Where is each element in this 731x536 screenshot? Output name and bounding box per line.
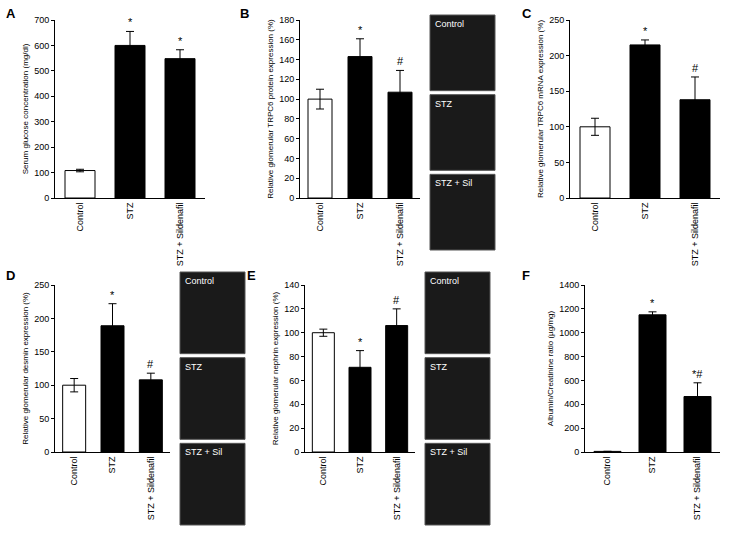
svg-text:200: 200 bbox=[34, 142, 49, 152]
svg-text:0: 0 bbox=[559, 193, 564, 203]
svg-text:200: 200 bbox=[564, 423, 579, 433]
svg-text:STZ + Sildenafil: STZ + Sildenafil bbox=[692, 457, 702, 521]
svg-text:300: 300 bbox=[34, 117, 49, 127]
svg-text:#: # bbox=[147, 358, 154, 370]
svg-text:*: * bbox=[178, 35, 183, 47]
svg-text:0: 0 bbox=[574, 447, 579, 457]
svg-text:150: 150 bbox=[34, 347, 49, 357]
svg-text:600: 600 bbox=[564, 376, 579, 386]
svg-text:40: 40 bbox=[284, 154, 294, 164]
svg-text:50: 50 bbox=[39, 414, 49, 424]
svg-text:#: # bbox=[393, 294, 400, 306]
svg-text:100: 100 bbox=[549, 122, 564, 132]
svg-text:20: 20 bbox=[289, 423, 299, 433]
svg-text:0: 0 bbox=[294, 447, 299, 457]
svg-text:STZ: STZ bbox=[125, 202, 135, 220]
svg-text:Control: Control bbox=[75, 203, 85, 232]
svg-text:120: 120 bbox=[279, 74, 294, 84]
svg-text:400: 400 bbox=[34, 91, 49, 101]
svg-text:40: 40 bbox=[289, 399, 299, 409]
svg-text:250: 250 bbox=[34, 280, 49, 290]
svg-text:Control: Control bbox=[590, 203, 600, 232]
svg-text:80: 80 bbox=[284, 114, 294, 124]
svg-text:600: 600 bbox=[34, 41, 49, 51]
svg-text:Control: Control bbox=[602, 457, 612, 486]
svg-text:STZ + Sildenafil: STZ + Sildenafil bbox=[146, 457, 156, 521]
svg-text:80: 80 bbox=[289, 352, 299, 362]
svg-text:Serum glucose concentration (m: Serum glucose concentration (mg/dl) bbox=[21, 43, 30, 174]
svg-text:100: 100 bbox=[34, 168, 49, 178]
svg-text:1000: 1000 bbox=[559, 328, 579, 338]
svg-text:*: * bbox=[358, 336, 363, 348]
svg-text:50: 50 bbox=[554, 158, 564, 168]
svg-text:D: D bbox=[6, 268, 15, 283]
svg-text:STZ + Sildenafil: STZ + Sildenafil bbox=[395, 203, 405, 267]
svg-text:Control: Control bbox=[430, 276, 459, 286]
svg-text:800: 800 bbox=[564, 352, 579, 362]
svg-text:#: # bbox=[692, 62, 699, 74]
svg-text:STZ: STZ bbox=[355, 456, 365, 474]
svg-text:STZ + Sil: STZ + Sil bbox=[430, 447, 467, 457]
svg-text:1200: 1200 bbox=[559, 304, 579, 314]
svg-text:120: 120 bbox=[284, 304, 299, 314]
svg-text:0: 0 bbox=[289, 193, 294, 203]
svg-text:700: 700 bbox=[34, 15, 49, 25]
svg-text:STZ: STZ bbox=[647, 456, 657, 474]
svg-text:100: 100 bbox=[284, 328, 299, 338]
svg-text:F: F bbox=[522, 268, 530, 283]
svg-text:STZ: STZ bbox=[435, 99, 453, 109]
svg-text:STZ + Sildenafil: STZ + Sildenafil bbox=[690, 203, 700, 267]
svg-text:60: 60 bbox=[289, 376, 299, 386]
svg-text:60: 60 bbox=[284, 134, 294, 144]
svg-text:*: * bbox=[650, 297, 655, 309]
svg-text:#: # bbox=[397, 55, 404, 67]
svg-text:B: B bbox=[240, 6, 249, 21]
svg-text:100: 100 bbox=[279, 94, 294, 104]
svg-text:Control: Control bbox=[315, 203, 325, 232]
svg-text:Control: Control bbox=[69, 457, 79, 486]
svg-text:400: 400 bbox=[564, 399, 579, 409]
svg-text:*: * bbox=[110, 289, 115, 301]
svg-text:Relative glomerular TRPC6 prot: Relative glomerular TRPC6 protein expres… bbox=[266, 19, 275, 199]
svg-text:Control: Control bbox=[435, 19, 464, 29]
svg-text:180: 180 bbox=[279, 15, 294, 25]
svg-text:STZ: STZ bbox=[355, 202, 365, 220]
svg-text:STZ + Sildenafil: STZ + Sildenafil bbox=[392, 457, 402, 521]
svg-text:1400: 1400 bbox=[559, 280, 579, 290]
svg-text:20: 20 bbox=[284, 173, 294, 183]
svg-text:C: C bbox=[522, 6, 532, 21]
svg-text:STZ + Sil: STZ + Sil bbox=[185, 447, 222, 457]
svg-text:Albumin/Creatinine ratio (µg/m: Albumin/Creatinine ratio (µg/mg) bbox=[546, 311, 555, 427]
svg-text:STZ: STZ bbox=[640, 202, 650, 220]
svg-text:Relative glomerular desmin exp: Relative glomerular desmin expression (%… bbox=[21, 292, 30, 445]
svg-text:STZ: STZ bbox=[185, 362, 203, 372]
svg-text:150: 150 bbox=[549, 86, 564, 96]
svg-text:Relative glomerular nephrin ex: Relative glomerular nephrin expression (… bbox=[271, 291, 280, 445]
svg-text:A: A bbox=[6, 6, 16, 21]
svg-text:200: 200 bbox=[549, 51, 564, 61]
svg-text:100: 100 bbox=[34, 380, 49, 390]
svg-text:160: 160 bbox=[279, 35, 294, 45]
svg-text:Control: Control bbox=[185, 276, 214, 286]
svg-text:140: 140 bbox=[279, 55, 294, 65]
svg-text:*#: *# bbox=[692, 368, 703, 380]
svg-text:0: 0 bbox=[44, 193, 49, 203]
svg-text:E: E bbox=[247, 268, 256, 283]
svg-text:STZ + Sildenafil: STZ + Sildenafil bbox=[175, 203, 185, 267]
svg-text:Control: Control bbox=[318, 457, 328, 486]
svg-text:0: 0 bbox=[44, 447, 49, 457]
svg-text:140: 140 bbox=[284, 280, 299, 290]
svg-text:STZ: STZ bbox=[430, 362, 448, 372]
svg-text:STZ + Sil: STZ + Sil bbox=[435, 178, 472, 188]
svg-text:*: * bbox=[643, 25, 648, 37]
svg-text:*: * bbox=[128, 16, 133, 28]
svg-text:250: 250 bbox=[549, 15, 564, 25]
svg-text:*: * bbox=[358, 24, 363, 36]
svg-text:Relative glomerular TRPC6 mRNA: Relative glomerular TRPC6 mRNA expressio… bbox=[536, 20, 545, 198]
svg-text:200: 200 bbox=[34, 314, 49, 324]
svg-text:STZ: STZ bbox=[107, 456, 117, 474]
svg-text:500: 500 bbox=[34, 66, 49, 76]
